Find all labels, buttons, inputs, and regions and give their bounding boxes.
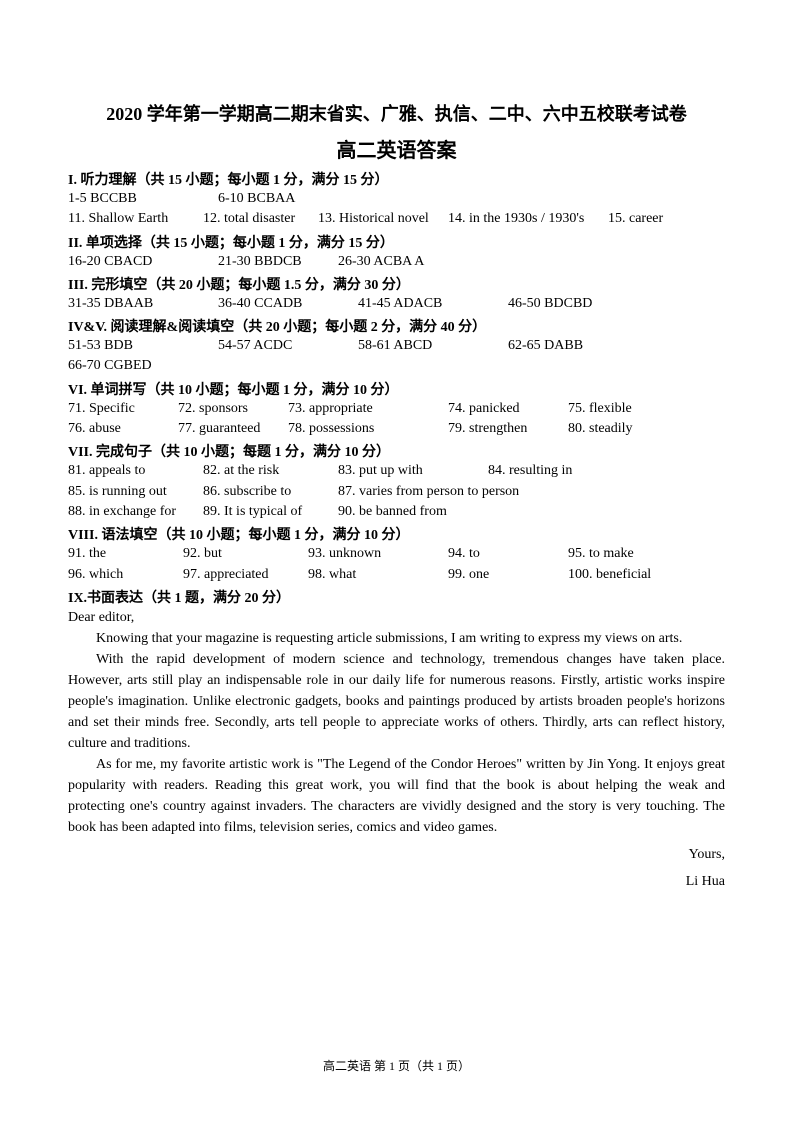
ans-62-65: 62-65 DABB [508, 336, 583, 356]
ans-94: 94. to [448, 544, 568, 564]
section7-row3: 88. in exchange for 89. It is typical of… [68, 502, 725, 522]
ans-73: 73. appropriate [288, 399, 448, 419]
section6-row2: 76. abuse 77. guaranteed 78. possessions… [68, 419, 725, 439]
ans-51-53: 51-53 BDB [68, 336, 218, 356]
essay-sig1: Yours, [68, 844, 725, 865]
section4-row1: 51-53 BDB 54-57 ACDC 58-61 ABCD 62-65 DA… [68, 336, 725, 356]
ans-98: 98. what [308, 565, 448, 585]
ans-84: 84. resulting in [488, 461, 572, 481]
ans-41-45: 41-45 ADACB [358, 294, 508, 314]
section6-header: VI. 单词拼写（共 10 小题；每小题 1 分，满分 10 分） [68, 379, 725, 399]
ans-46-50: 46-50 BDCBD [508, 294, 592, 314]
page-footer: 高二英语 第 1 页（共 1 页） [0, 1057, 793, 1074]
ans-99: 99. one [448, 565, 568, 585]
ans-36-40: 36-40 CCADB [218, 294, 358, 314]
ans-93: 93. unknown [308, 544, 448, 564]
essay-p1: Knowing that your magazine is requesting… [68, 628, 725, 649]
title-sub: 高二英语答案 [68, 134, 725, 163]
ans-79: 79. strengthen [448, 419, 568, 439]
ans-87: 87. varies from person to person [338, 482, 519, 502]
ans-12: 12. total disaster [203, 209, 318, 229]
section8-header: VIII. 语法填空（共 10 小题；每小题 1 分，满分 10 分） [68, 524, 725, 544]
ans-86: 86. subscribe to [203, 482, 338, 502]
ans-13: 13. Historical novel [318, 209, 448, 229]
ans-1-5: 1-5 BCCBB [68, 189, 218, 209]
ans-91: 91. the [68, 544, 183, 564]
essay-p2: With the rapid development of modern sci… [68, 649, 725, 754]
section7-header: VII. 完成句子（共 10 小题；每题 1 分，满分 10 分） [68, 441, 725, 461]
ans-90: 90. be banned from [338, 502, 447, 522]
section8-row1: 91. the 92. but 93. unknown 94. to 95. t… [68, 544, 725, 564]
ans-72: 72. sponsors [178, 399, 288, 419]
ans-15: 15. career [608, 209, 663, 229]
ans-58-61: 58-61 ABCD [358, 336, 508, 356]
ans-82: 82. at the risk [203, 461, 338, 481]
ans-31-35: 31-35 DBAAB [68, 294, 218, 314]
ans-6-10: 6-10 BCBAA [218, 189, 295, 209]
section1-row1: 1-5 BCCBB 6-10 BCBAA [68, 189, 725, 209]
ans-71: 71. Specific [68, 399, 178, 419]
ans-66-70: 66-70 CGBED [68, 356, 725, 376]
section6-row1: 71. Specific 72. sponsors 73. appropriat… [68, 399, 725, 419]
section4-header: IV&V. 阅读理解&阅读填空（共 20 小题；每小题 2 分，满分 40 分） [68, 316, 725, 336]
ans-88: 88. in exchange for [68, 502, 203, 522]
title-main: 2020 学年第一学期高二期末省实、广雅、执信、二中、六中五校联考试卷 [68, 100, 725, 126]
section2-header: II. 单项选择（共 15 小题；每小题 1 分，满分 15 分） [68, 232, 725, 252]
ans-78: 78. possessions [288, 419, 448, 439]
ans-76: 76. abuse [68, 419, 178, 439]
ans-26-30: 26-30 ACBA A [338, 252, 424, 272]
section3-header: III. 完形填空（共 20 小题；每小题 1.5 分，满分 30 分） [68, 274, 725, 294]
section7-row2: 85. is running out 86. subscribe to 87. … [68, 482, 725, 502]
essay-p3: As for me, my favorite artistic work is … [68, 754, 725, 838]
section9-header: IX.书面表达（共 1 题，满分 20 分） [68, 587, 725, 607]
ans-54-57: 54-57 ACDC [218, 336, 358, 356]
ans-80: 80. steadily [568, 419, 633, 439]
section2-row1: 16-20 CBACD 21-30 BBDCB 26-30 ACBA A [68, 252, 725, 272]
ans-96: 96. which [68, 565, 183, 585]
section3-row1: 31-35 DBAAB 36-40 CCADB 41-45 ADACB 46-5… [68, 294, 725, 314]
ans-92: 92. but [183, 544, 308, 564]
section7-row1: 81. appeals to 82. at the risk 83. put u… [68, 461, 725, 481]
essay-sig2: Li Hua [68, 871, 725, 892]
essay-greeting: Dear editor, [68, 607, 725, 628]
section1-row2: 11. Shallow Earth 12. total disaster 13.… [68, 209, 725, 229]
ans-16-20: 16-20 CBACD [68, 252, 218, 272]
ans-81: 81. appeals to [68, 461, 203, 481]
ans-85: 85. is running out [68, 482, 203, 502]
ans-77: 77. guaranteed [178, 419, 288, 439]
ans-21-30: 21-30 BBDCB [218, 252, 338, 272]
ans-14: 14. in the 1930s / 1930's [448, 209, 608, 229]
section8-row2: 96. which 97. appreciated 98. what 99. o… [68, 565, 725, 585]
section1-header: I. 听力理解（共 15 小题；每小题 1 分，满分 15 分） [68, 169, 725, 189]
ans-11: 11. Shallow Earth [68, 209, 203, 229]
ans-89: 89. It is typical of [203, 502, 338, 522]
ans-100: 100. beneficial [568, 565, 651, 585]
ans-74: 74. panicked [448, 399, 568, 419]
ans-95: 95. to make [568, 544, 634, 564]
ans-75: 75. flexible [568, 399, 632, 419]
ans-83: 83. put up with [338, 461, 488, 481]
ans-97: 97. appreciated [183, 565, 308, 585]
